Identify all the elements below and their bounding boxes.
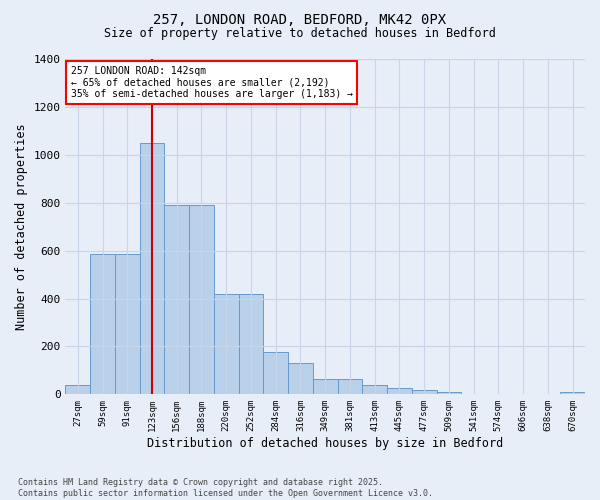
Bar: [313, 379, 338, 394]
Bar: [90, 254, 115, 394]
Text: Size of property relative to detached houses in Bedford: Size of property relative to detached ho…: [104, 28, 496, 40]
Text: 257, LONDON ROAD, BEDFORD, MK42 0PX: 257, LONDON ROAD, BEDFORD, MK42 0PX: [154, 12, 446, 26]
Y-axis label: Number of detached properties: Number of detached properties: [15, 124, 28, 330]
Bar: [362, 385, 387, 394]
Bar: [65, 385, 90, 394]
Bar: [239, 294, 263, 394]
Bar: [560, 392, 585, 394]
Text: 257 LONDON ROAD: 142sqm
← 65% of detached houses are smaller (2,192)
35% of semi: 257 LONDON ROAD: 142sqm ← 65% of detache…: [71, 66, 353, 99]
Bar: [189, 205, 214, 394]
Bar: [164, 205, 189, 394]
Text: Contains HM Land Registry data © Crown copyright and database right 2025.
Contai: Contains HM Land Registry data © Crown c…: [18, 478, 433, 498]
Bar: [263, 352, 288, 395]
X-axis label: Distribution of detached houses by size in Bedford: Distribution of detached houses by size …: [147, 437, 503, 450]
Bar: [338, 379, 362, 394]
Bar: [214, 294, 239, 394]
Bar: [140, 144, 164, 394]
Bar: [412, 390, 437, 394]
Bar: [437, 392, 461, 394]
Bar: [288, 363, 313, 394]
Bar: [115, 254, 140, 394]
Bar: [387, 388, 412, 394]
